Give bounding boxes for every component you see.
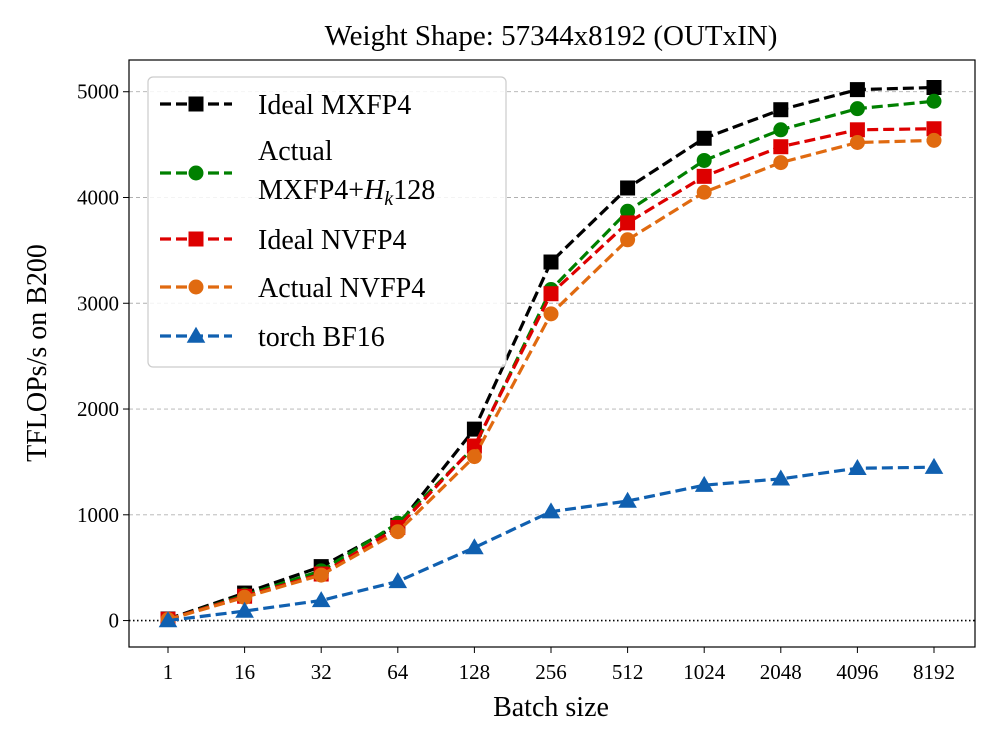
x-tick-label: 4096	[836, 660, 878, 684]
data-point	[388, 572, 408, 589]
y-tick-label: 1000	[77, 503, 119, 527]
legend-label: MXFP4+Hk128	[258, 175, 435, 210]
series-line	[167, 85, 935, 621]
legend-marker	[188, 279, 204, 295]
data-point	[926, 93, 942, 109]
legend-box	[147, 76, 507, 368]
data-point	[313, 567, 329, 583]
legend-label: Ideal MXFP4	[258, 90, 411, 121]
y-tick-label: 5000	[77, 80, 119, 104]
legend-marker	[188, 231, 204, 247]
data-point	[235, 601, 254, 618]
data-point	[620, 203, 636, 219]
y-tick-label: 4000	[77, 185, 119, 209]
legend-entry: torch BF16	[160, 322, 385, 353]
data-point	[237, 589, 253, 605]
legend-entry: Ideal NVFP4	[160, 225, 407, 256]
x-tick-label: 64	[387, 660, 409, 684]
data-point	[543, 286, 559, 302]
plot-frame	[128, 59, 976, 648]
data-point	[926, 132, 942, 148]
chart-title: Weight Shape: 57344x8192 (OUTxIN)	[325, 20, 778, 52]
series-layer	[158, 79, 944, 628]
data-point	[848, 458, 867, 475]
data-point	[773, 155, 789, 171]
data-point	[773, 102, 789, 118]
data-point	[620, 180, 636, 196]
data-point	[620, 215, 636, 231]
x-tick-label: 2048	[760, 660, 802, 684]
data-point	[311, 591, 331, 608]
legend-marker	[186, 326, 206, 343]
data-point	[771, 469, 791, 486]
data-point	[696, 184, 712, 200]
data-point	[773, 139, 789, 155]
data-point	[849, 134, 865, 150]
data-point	[924, 457, 944, 474]
data-point	[543, 306, 559, 322]
legend-label: Actual	[258, 136, 333, 167]
data-point	[543, 254, 559, 270]
data-point	[465, 538, 484, 555]
data-point	[390, 524, 406, 540]
legend-marker	[188, 165, 204, 181]
legend-label: Ideal NVFP4	[258, 225, 407, 256]
data-point	[696, 130, 712, 146]
x-tick-label: 128	[459, 660, 491, 684]
legend: Ideal MXFP4 Actual MXFP4+Hk128 Ideal NVFP4…	[147, 76, 507, 368]
series-5	[158, 457, 944, 628]
y-axis-title: TFLOPs/s on B200	[22, 244, 53, 462]
x-axis-title: Batch size	[493, 692, 609, 723]
data-point	[926, 79, 942, 95]
x-tick-label: 32	[311, 660, 332, 684]
y-axis-ticks: 0 1000 2000 3000 4000 5000	[77, 80, 129, 633]
data-point	[158, 611, 178, 628]
data-point	[620, 232, 636, 248]
data-point	[696, 168, 712, 184]
data-point	[849, 122, 865, 138]
x-tick-label: 512	[612, 660, 644, 684]
x-tick-label: 16	[234, 660, 255, 684]
x-tick-label: 1	[163, 660, 174, 684]
x-tick-label: 256	[535, 660, 567, 684]
data-point	[541, 502, 561, 519]
x-axis-ticks: 1 16 32 64 128 256 512 1024 2048 4096 8192	[163, 647, 955, 684]
legend-label: torch BF16	[258, 322, 385, 353]
x-tick-label: 1024	[683, 660, 726, 684]
data-point	[618, 491, 637, 508]
legend-entry: Ideal MXFP4	[160, 90, 411, 121]
y-tick-label: 0	[109, 609, 120, 633]
legend-entry: Actual NVFP4	[160, 273, 425, 304]
series-line	[167, 465, 935, 623]
series-4	[160, 132, 942, 628]
data-point	[926, 121, 942, 137]
x-tick-label: 8192	[913, 660, 955, 684]
legend-marker	[188, 96, 204, 112]
data-point	[466, 449, 482, 465]
data-point	[466, 421, 482, 437]
y-tick-label: 2000	[77, 397, 119, 421]
data-point	[773, 122, 789, 138]
data-point	[849, 101, 865, 117]
legend-label: Actual NVFP4	[258, 273, 425, 304]
data-point	[694, 475, 714, 492]
legend-entry: Actual MXFP4+Hk128	[160, 136, 435, 210]
data-point	[696, 152, 712, 168]
y-tick-label: 3000	[77, 291, 119, 315]
data-point	[849, 82, 865, 98]
